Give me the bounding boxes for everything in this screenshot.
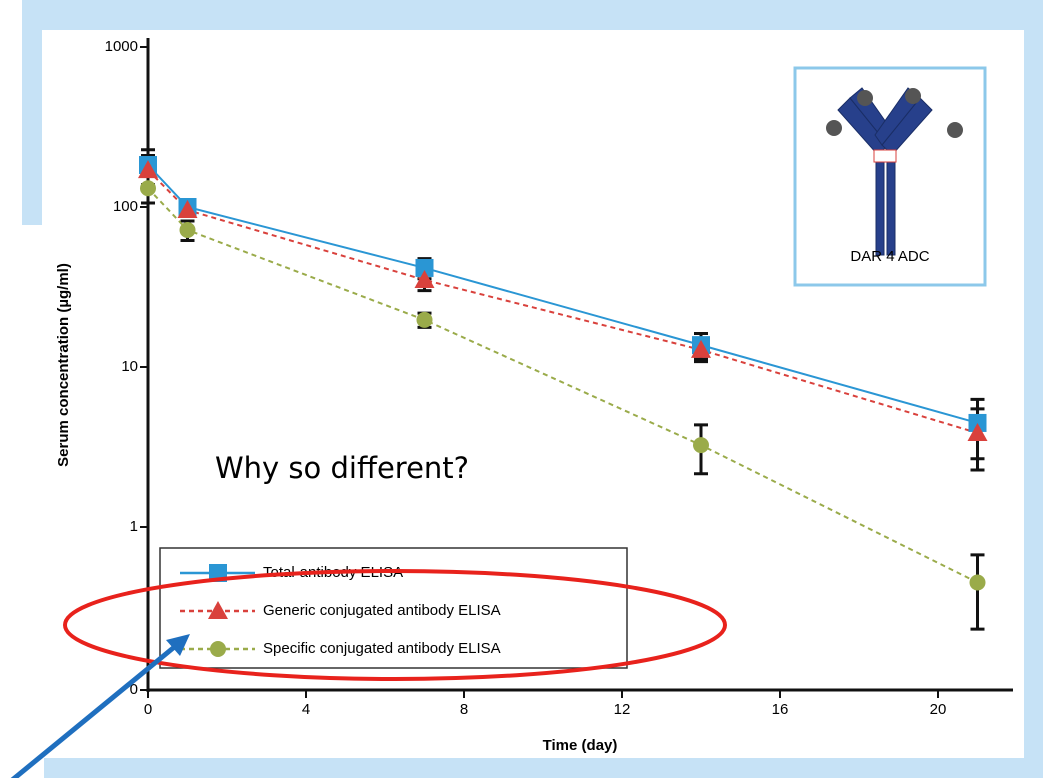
- chart: Time (day) Serum concentration (µg/ml) D…: [0, 0, 1043, 778]
- y-axis-title: Serum concentration (µg/ml): [55, 263, 72, 467]
- inset-label: DAR 4 ADC: [850, 248, 929, 265]
- x-tick-label: 4: [302, 701, 310, 718]
- marker: [693, 437, 709, 453]
- y-tick-label: 1: [130, 518, 138, 535]
- annotation: Why so different?: [215, 451, 469, 485]
- x-tick-label: 12: [614, 701, 631, 718]
- slide-overlay: [0, 225, 44, 778]
- page: {"chart_data": { "type": "line", "x_labe…: [0, 0, 1043, 778]
- marker: [970, 574, 986, 590]
- y-tick-label: 100: [113, 198, 138, 215]
- x-tick-label: 8: [460, 701, 468, 718]
- x-tick-label: 20: [930, 701, 947, 718]
- marker: [417, 312, 433, 328]
- y-tick-label: 1000: [105, 38, 138, 55]
- x-tick-label: 0: [144, 701, 152, 718]
- marker: [140, 180, 156, 196]
- marker: [180, 222, 196, 238]
- y-tick-label: 10: [121, 358, 138, 375]
- inset: DAR 4 ADC: [795, 68, 985, 285]
- legend-label: Generic conjugated antibody ELISA: [263, 602, 501, 619]
- legend-marker: [210, 641, 226, 657]
- legend-label: Specific conjugated antibody ELISA: [263, 640, 501, 657]
- x-tick-label: 16: [772, 701, 789, 718]
- x-axis-title: Time (day): [543, 737, 618, 754]
